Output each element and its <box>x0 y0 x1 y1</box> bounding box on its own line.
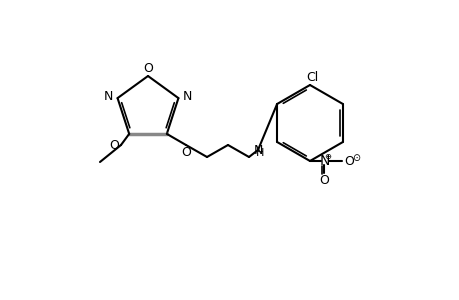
Text: Cl: Cl <box>305 70 318 83</box>
Text: N: N <box>253 143 262 157</box>
Text: O: O <box>181 146 190 158</box>
Text: H: H <box>255 148 263 158</box>
Text: N: N <box>104 90 113 103</box>
Text: O: O <box>143 61 152 74</box>
Text: ⊙: ⊙ <box>351 153 359 163</box>
Text: N: N <box>182 90 192 103</box>
Text: O: O <box>319 175 328 188</box>
Text: ⊕: ⊕ <box>324 152 331 160</box>
Text: O: O <box>109 139 119 152</box>
Text: O: O <box>343 154 353 167</box>
Text: N: N <box>319 154 330 168</box>
